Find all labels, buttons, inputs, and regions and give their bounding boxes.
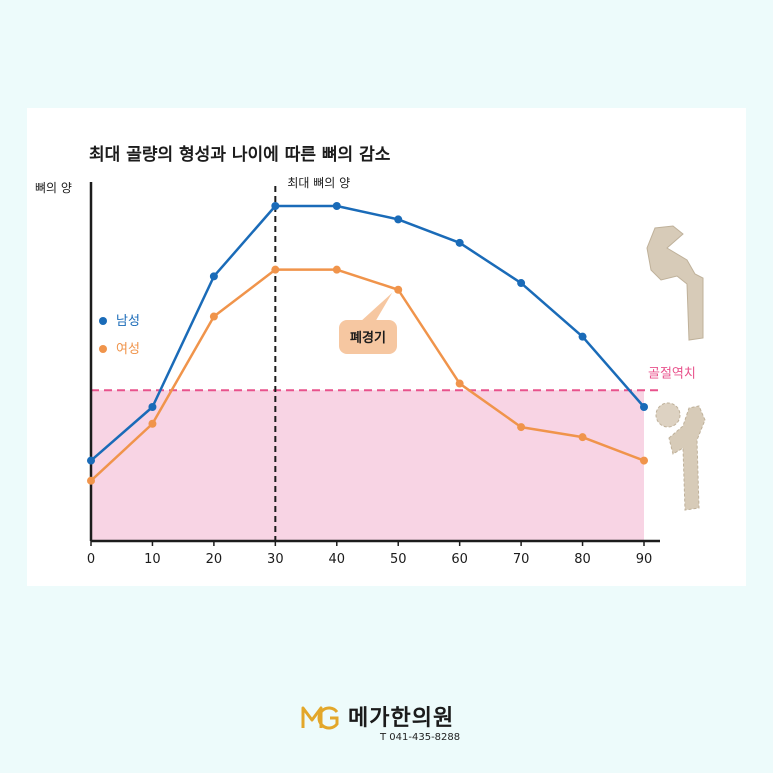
x-tick-label: 50 bbox=[390, 552, 407, 567]
x-tick-label: 80 bbox=[574, 552, 591, 567]
data-point bbox=[517, 279, 526, 288]
menopause-callout-box bbox=[339, 320, 397, 354]
chart-card: 최대 골량의 형성과 나이에 따른 뼈의 감소 뼈의 양 골절역치 최대 뼈의 양… bbox=[27, 108, 746, 586]
legend-marker bbox=[99, 345, 107, 353]
osteoporotic-femur-icon bbox=[668, 405, 706, 511]
data-point bbox=[640, 456, 648, 465]
healthy-femur-icon bbox=[646, 225, 704, 341]
menopause-callout-label: 폐경기 bbox=[350, 330, 386, 346]
x-tick-label: 90 bbox=[636, 552, 653, 567]
data-point bbox=[209, 312, 218, 321]
brand-phone: T 041-435-8288 bbox=[380, 732, 461, 743]
age-bone-mass-chart: 최대 골량의 형성과 나이에 따른 뼈의 감소 뼈의 양 골절역치 최대 뼈의 양… bbox=[35, 144, 706, 567]
x-tick-label: 0 bbox=[87, 552, 95, 567]
series-line-1 bbox=[90, 268, 645, 482]
data-point bbox=[148, 403, 157, 411]
legend-marker bbox=[99, 317, 107, 325]
x-tick-label: 60 bbox=[451, 552, 468, 567]
data-point bbox=[87, 456, 95, 465]
data-point bbox=[87, 476, 95, 485]
menopause-callout-pointer bbox=[362, 292, 393, 320]
data-point bbox=[394, 215, 403, 224]
legend-label: 여성 bbox=[116, 342, 140, 357]
series-line-0 bbox=[90, 204, 645, 462]
data-point bbox=[640, 403, 648, 411]
x-tick-label: 10 bbox=[144, 552, 161, 567]
data-point bbox=[209, 272, 218, 281]
data-point bbox=[517, 423, 526, 432]
data-point bbox=[332, 265, 341, 274]
brand-name: 메가한의원 bbox=[348, 706, 455, 731]
y-axis-label: 뼈의 양 bbox=[35, 181, 72, 195]
data-point bbox=[332, 202, 341, 210]
data-point bbox=[394, 285, 403, 294]
fracture-zone bbox=[91, 390, 644, 541]
x-tick-label: 40 bbox=[329, 552, 346, 567]
chart-title: 최대 골량의 형성과 나이에 따른 뼈의 감소 bbox=[89, 144, 391, 165]
brand-footer: 메가한의원 T 041-435-8288 bbox=[300, 698, 480, 748]
osteoporotic-femur-head bbox=[655, 402, 681, 428]
data-point bbox=[578, 433, 587, 442]
x-tick-label: 20 bbox=[206, 552, 223, 567]
fracture-threshold-label: 골절역치 bbox=[648, 366, 696, 381]
x-tick-label: 70 bbox=[513, 552, 530, 567]
data-point bbox=[271, 202, 280, 210]
data-point bbox=[148, 419, 157, 428]
data-point bbox=[271, 265, 280, 274]
mg-logo-icon bbox=[301, 706, 339, 730]
peak-bone-mass-label: 최대 뼈의 양 bbox=[287, 176, 350, 190]
data-point bbox=[578, 332, 587, 341]
legend-label: 남성 bbox=[116, 314, 140, 329]
data-point bbox=[455, 379, 464, 388]
x-tick-label: 30 bbox=[267, 552, 284, 567]
data-point bbox=[455, 238, 464, 247]
